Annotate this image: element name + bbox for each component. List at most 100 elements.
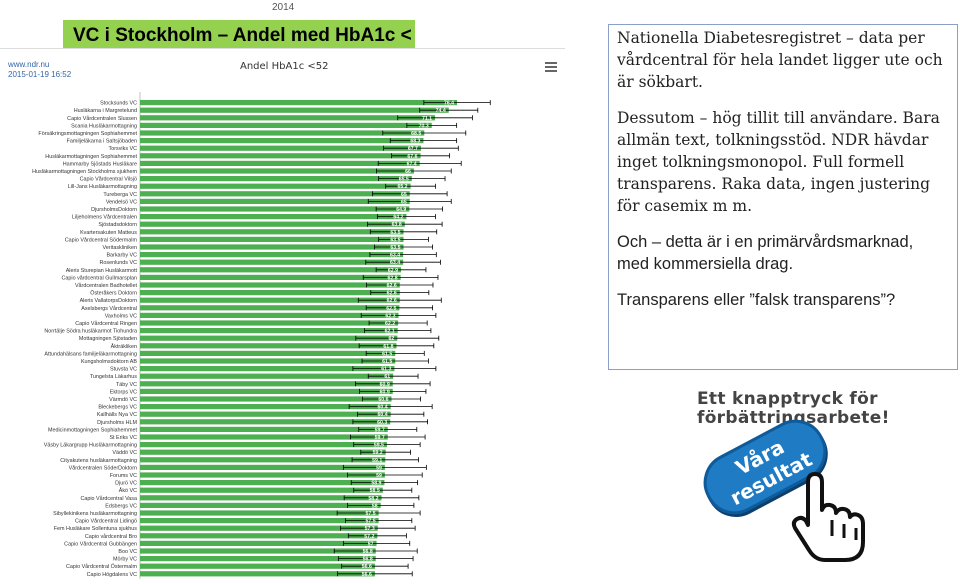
data-label: 61: [384, 374, 390, 380]
data-label: 58.5: [370, 488, 380, 494]
data-label: 60.9: [380, 382, 390, 388]
category-label: Djursholms HLM: [97, 420, 137, 426]
data-label: 65.2: [397, 184, 407, 190]
bar: [140, 396, 392, 402]
bar: [140, 434, 388, 440]
data-label: 67.7: [408, 146, 418, 152]
data-label: 59: [376, 473, 382, 479]
data-label: 62.2: [385, 321, 395, 327]
data-label: 57.3: [365, 526, 375, 532]
category-label: Tungelsta Läkarhus: [90, 374, 137, 380]
bar: [140, 571, 375, 577]
bar: [140, 457, 386, 463]
data-label: 63.8: [392, 222, 402, 228]
category-label: Försäkringsmottagningen Sophiahemmet: [38, 131, 137, 137]
menu-icon[interactable]: [545, 62, 557, 72]
category-label: Forums VC: [110, 473, 137, 479]
category-label: Täby VC: [116, 382, 137, 388]
source-link[interactable]: www.ndr.nu: [8, 60, 50, 69]
category-label: Mörby VC: [113, 557, 137, 563]
data-label: 63.5: [390, 245, 400, 251]
bar: [140, 198, 410, 204]
category-label: Bleckebergs VC: [98, 405, 137, 411]
data-label: 58: [372, 503, 378, 509]
category-label: Djurö VC: [115, 481, 137, 487]
bar-chart: Stocksunds VC 76.4 Husläkarna i Margretelu…: [32, 92, 491, 579]
category-label: Norrtälje Södra husläkarmot Tiohundra: [44, 329, 137, 335]
category-label: Husläkarna i Margretelund: [74, 108, 137, 114]
bar: [140, 495, 382, 501]
category-label: Torsviks VC: [109, 146, 138, 152]
pointer-hand-icon: [791, 472, 865, 562]
category-label: Scania Husläkarmottagning: [71, 123, 137, 129]
category-label: Axelsbergs Vårdcentral: [81, 305, 137, 312]
category-label: Kallhälls Nya VC: [97, 412, 137, 418]
bar: [140, 206, 410, 212]
data-label: 60.9: [380, 389, 390, 395]
category-label: Sjöstadsdoktorn: [98, 222, 137, 228]
data-label: 65.5: [399, 177, 409, 183]
text-paragraph-2: Dessutom – hög tillit till användare. Ba…: [617, 109, 940, 215]
data-label: 61.5: [382, 359, 392, 365]
data-label: 67.6: [407, 154, 417, 160]
category-label: Capio Vårdcentral Gubbängen: [64, 540, 137, 547]
data-label: 67.4: [407, 161, 417, 167]
data-label: 57: [368, 541, 374, 547]
data-label: 62.6: [387, 283, 397, 289]
category-label: Capio Vårdcentralen Slussen: [67, 115, 137, 122]
category-label: Liljeholmens Vårdcentralen: [72, 214, 137, 221]
category-label: Åkträkliken: [111, 343, 137, 350]
bar: [140, 191, 410, 197]
category-label: Hammarby Sjöstads Husläkare: [63, 161, 137, 167]
data-label: 56.6: [362, 572, 372, 578]
bar: [140, 502, 381, 508]
data-label: 62.6: [387, 298, 397, 304]
data-label: 68.5: [411, 131, 421, 137]
data-label: 64.2: [393, 215, 403, 221]
bar: [140, 100, 458, 106]
category-label: DjursholmsDoktorn: [91, 207, 137, 213]
bar: [140, 168, 414, 174]
category-label: Ektorps VC: [110, 389, 137, 395]
bar: [140, 358, 396, 364]
bar: [140, 115, 436, 121]
category-label: Rosenlunds VC: [100, 260, 138, 266]
bar: [140, 563, 375, 569]
category-label: Husläkarmottagningen Stockholms sjukhem: [32, 169, 137, 175]
data-label: 62.6: [387, 291, 397, 297]
bar: [140, 259, 404, 265]
bar: [140, 518, 379, 524]
data-label: 71.1: [422, 116, 432, 122]
bar: [140, 244, 404, 250]
data-label: 59: [376, 465, 382, 471]
bar: [140, 388, 393, 394]
bar: [140, 373, 394, 379]
data-label: 60.6: [378, 397, 388, 403]
category-label: Vendelsö VC: [106, 199, 137, 205]
data-label: 66: [405, 169, 411, 175]
bar: [140, 540, 377, 546]
category-label: Aleris VallatorpsDoktorn: [80, 298, 137, 304]
category-label: Väddö VC: [112, 450, 137, 456]
data-label: 63.5: [390, 237, 400, 243]
data-label: 56.6: [362, 564, 372, 570]
bar: [140, 153, 421, 159]
bar: [140, 480, 385, 486]
bar: [140, 449, 386, 455]
bar: [140, 404, 391, 410]
category-label: Capio vårdcentral Gullmarsplan: [61, 274, 137, 281]
data-label: 60.4: [378, 405, 388, 411]
data-label: 61.5: [382, 351, 392, 357]
data-label: 57.2: [364, 534, 374, 540]
bar: [140, 320, 399, 326]
bar: [140, 221, 405, 227]
category-label: Barkarby VC: [106, 253, 137, 259]
year-label: 2014: [272, 2, 295, 13]
category-label: Kungsholmsdoktorn AB: [81, 359, 137, 365]
chart-title: Andel HbA1c <52: [240, 61, 329, 72]
data-label: 74.4: [436, 108, 446, 114]
category-label: Aleris Sturepian Husläkarmott: [66, 268, 138, 274]
bar: [140, 229, 404, 235]
category-label: Capio Vårdcentral Ringen: [75, 320, 137, 327]
bar: [140, 122, 432, 128]
